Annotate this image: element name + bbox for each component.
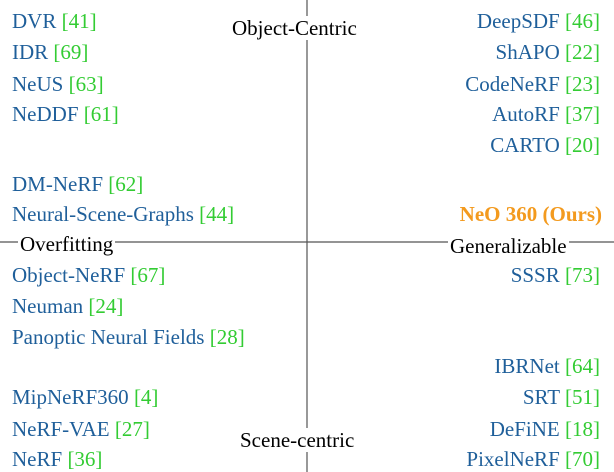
axis-label-left: Overfitting xyxy=(18,232,116,256)
ours-label: NeO 360 (Ours) xyxy=(459,202,602,226)
axis-label-top: Object-Centric xyxy=(230,16,359,40)
method-label: MipNeRF360 [4] xyxy=(12,385,159,409)
method-label: DeepSDF [46] xyxy=(476,9,600,33)
axis-label-bottom: Scene-centric xyxy=(238,428,357,452)
method-label: AutoRF [37] xyxy=(492,102,600,126)
method-label: NeRF [36] xyxy=(12,447,103,471)
method-label: SSSR [73] xyxy=(510,263,600,287)
method-label: Neuman [24] xyxy=(12,294,124,318)
method-label: CARTO [20] xyxy=(490,133,600,157)
method-label: SRT [51] xyxy=(522,385,600,409)
method-label: NeUS [63] xyxy=(12,72,104,96)
method-label: NeDDF [61] xyxy=(12,102,119,126)
method-label: IDR [69] xyxy=(12,40,89,64)
method-label: CodeNeRF [23] xyxy=(465,72,600,96)
method-label: NeRF-VAE [27] xyxy=(12,417,150,441)
method-label: DM-NeRF [62] xyxy=(12,172,144,196)
method-label: Panoptic Neural Fields [28] xyxy=(12,325,245,349)
method-label: ShAPO [22] xyxy=(495,40,600,64)
method-label: Neural-Scene-Graphs [44] xyxy=(12,202,235,226)
method-label: IBRNet [64] xyxy=(494,354,600,378)
method-label: PixelNeRF [70] xyxy=(466,447,600,471)
method-label: DeFiNE [18] xyxy=(489,417,600,441)
method-label: DVR [41] xyxy=(12,9,97,33)
method-label: Object-NeRF [67] xyxy=(12,263,166,287)
axis-label-right: Generalizable xyxy=(448,234,569,258)
